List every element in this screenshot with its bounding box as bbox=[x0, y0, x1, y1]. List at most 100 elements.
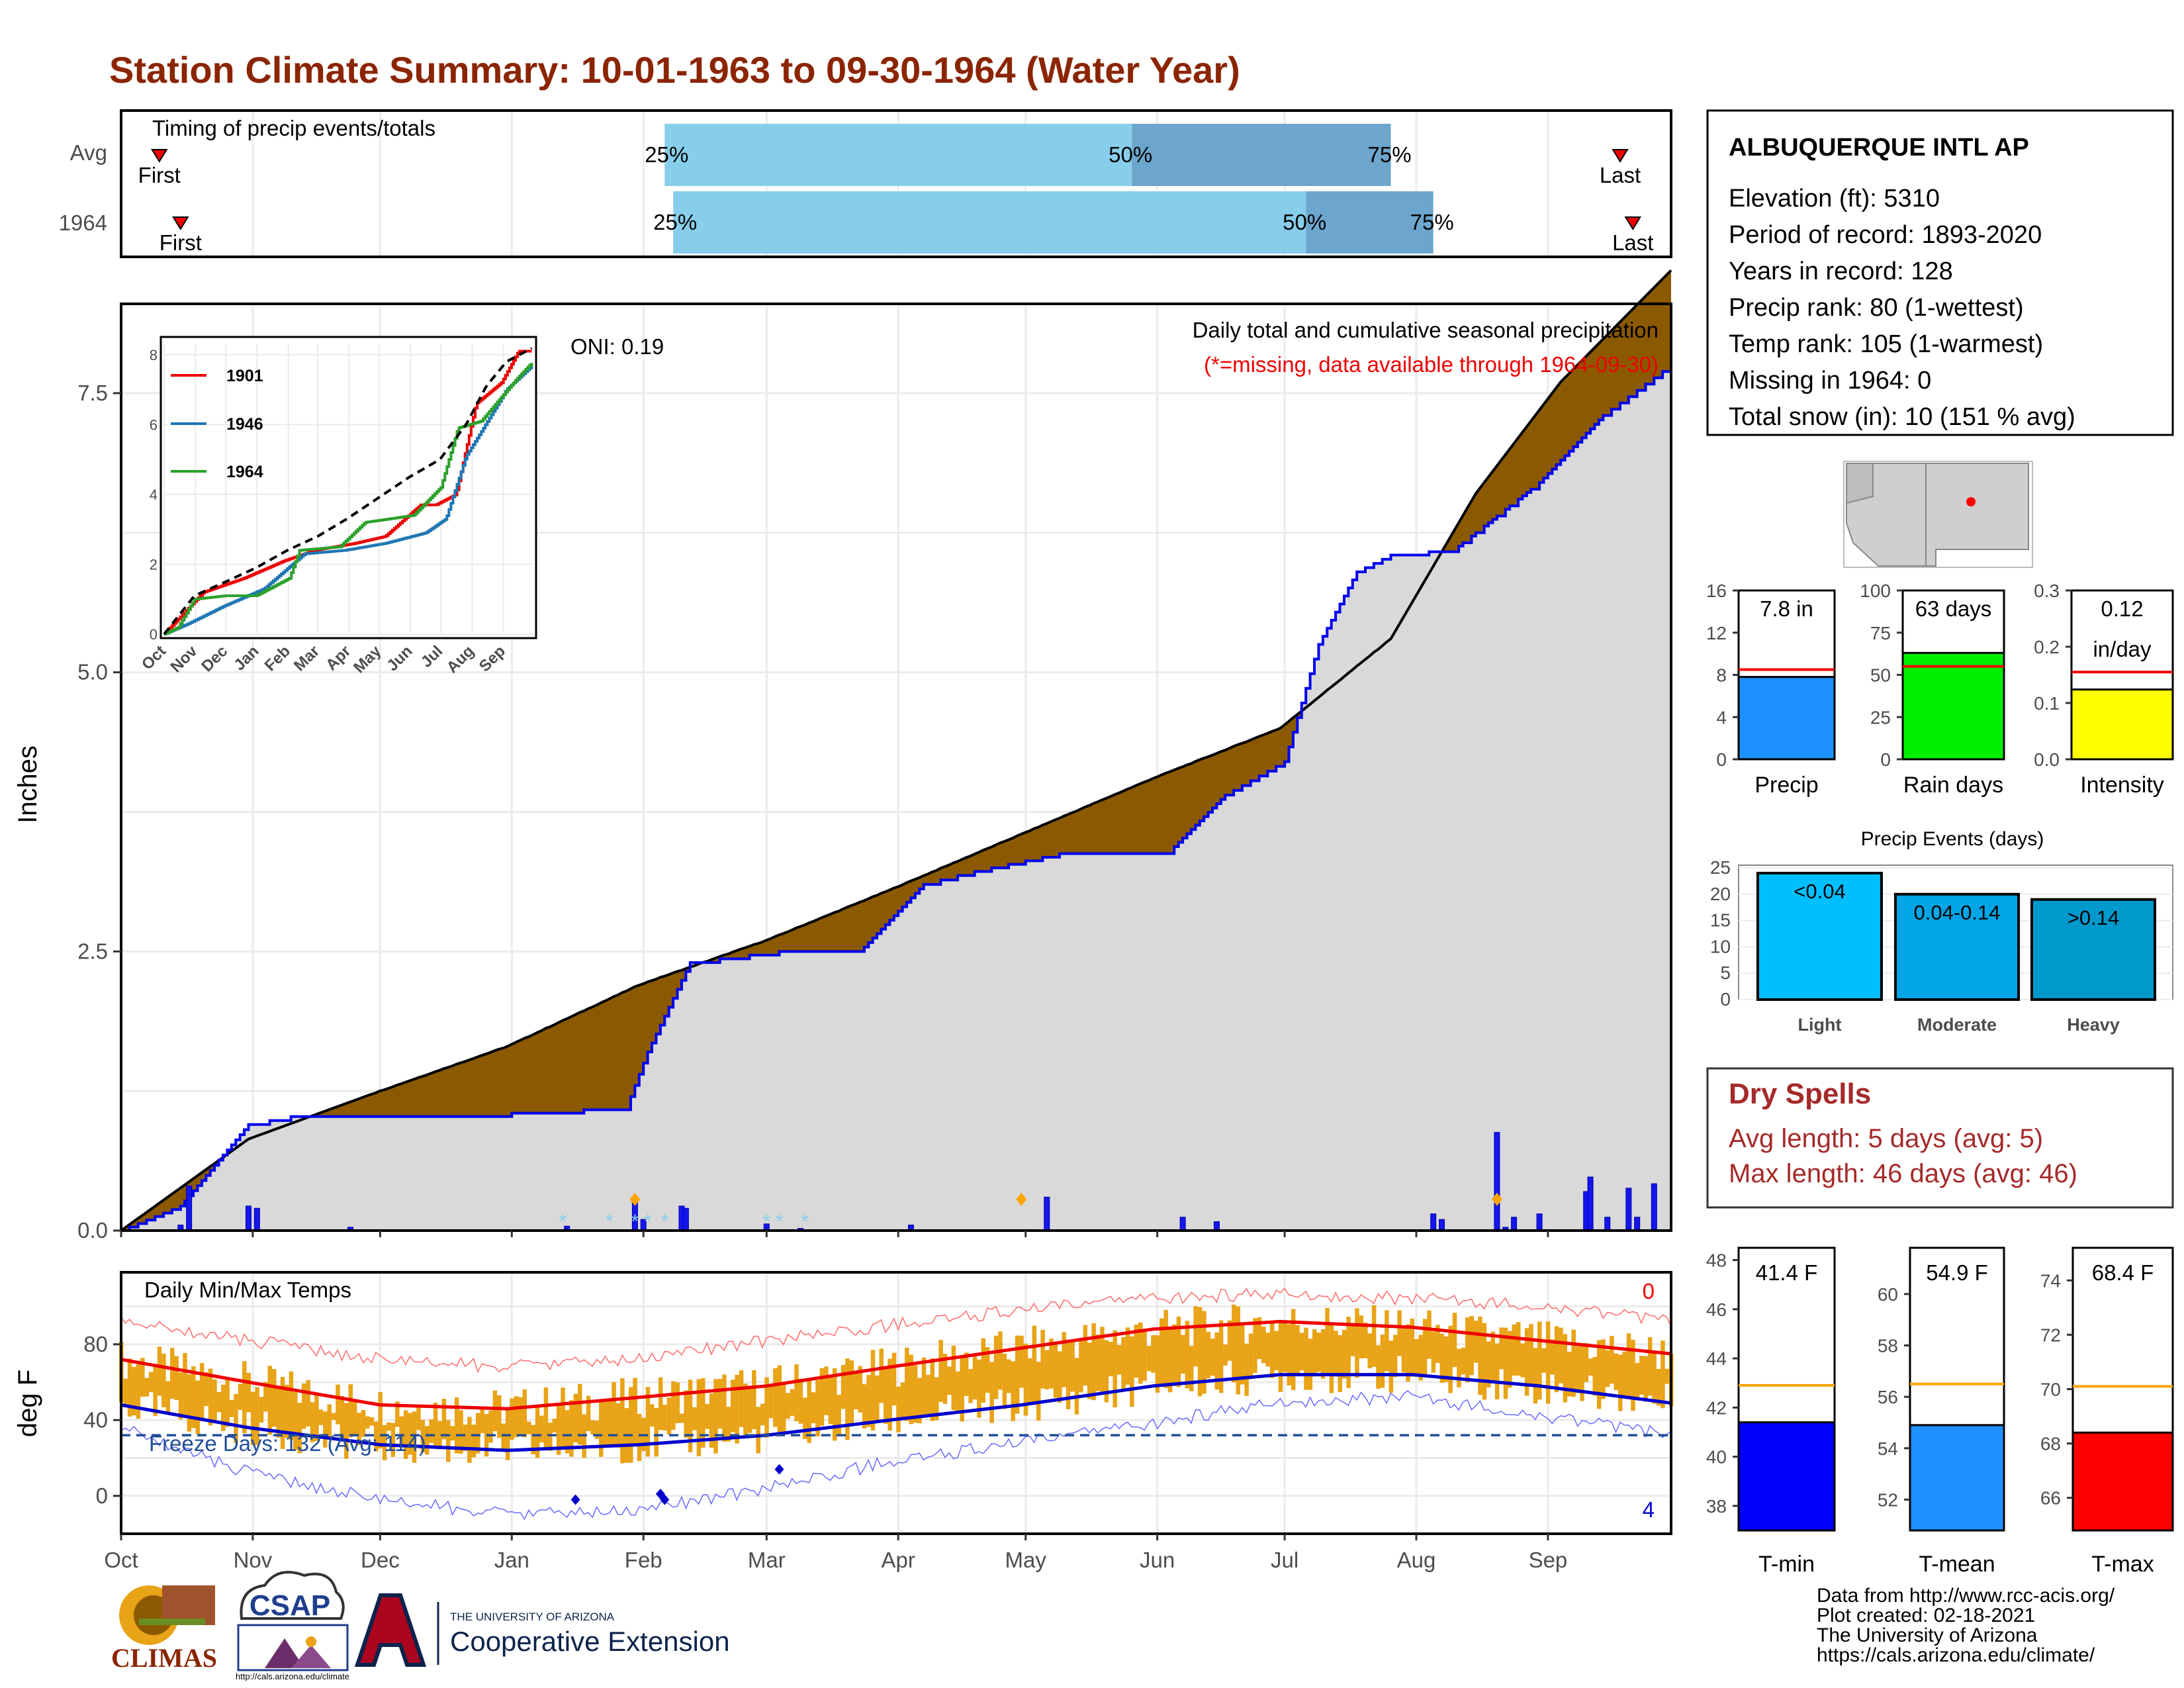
record-high-count: 0 bbox=[1643, 1279, 1655, 1303]
daily-precip-bar bbox=[245, 1205, 251, 1231]
daily-temp-bar bbox=[505, 1407, 510, 1460]
daily-temp-bar bbox=[259, 1397, 264, 1423]
daily-temp-bar bbox=[1100, 1327, 1105, 1395]
daily-temp-bar bbox=[514, 1396, 519, 1438]
daily-temp-bar bbox=[475, 1413, 480, 1454]
dry-spells-title: Dry Spells bbox=[1729, 1078, 1871, 1110]
daily-temp-bar bbox=[1334, 1331, 1338, 1377]
daily-temp-bar bbox=[934, 1377, 939, 1421]
daily-temp-bar bbox=[412, 1411, 417, 1463]
daily-temp-bar bbox=[1087, 1342, 1092, 1399]
daily-temp-bar bbox=[1049, 1338, 1054, 1389]
daily-temp-bar bbox=[331, 1413, 336, 1420]
daily-temp-bar bbox=[599, 1400, 604, 1457]
daily-temp-bar bbox=[531, 1425, 535, 1454]
dry-spells-max: Max length: 46 days (avg: 46) bbox=[1729, 1159, 2077, 1188]
daily-temp-bar bbox=[577, 1383, 582, 1445]
daily-temp-bar bbox=[225, 1378, 230, 1427]
summary-y-tick-label: 12 bbox=[1706, 623, 1727, 643]
daily-temp-bar bbox=[815, 1380, 820, 1436]
daily-temp-bar bbox=[169, 1348, 175, 1399]
daily-temp-bar bbox=[1261, 1327, 1266, 1364]
precip-panel: * * * * * * * * 0.02.55.07.5 Inches Daily total… bbox=[13, 269, 1672, 1243]
daily-temp-bar bbox=[1622, 1351, 1627, 1398]
daily-temp-bar bbox=[1443, 1336, 1449, 1382]
daily-temp-bar bbox=[1278, 1321, 1283, 1392]
daily-temp-bar bbox=[586, 1395, 591, 1431]
daily-temp-bar bbox=[387, 1422, 391, 1431]
inset-series-line bbox=[163, 347, 533, 635]
daily-temp-bar bbox=[1469, 1316, 1474, 1376]
daily-temp-bar bbox=[645, 1387, 651, 1457]
daily-temp-bar bbox=[123, 1378, 128, 1407]
timing-label-75: 75% bbox=[1368, 142, 1412, 167]
daily-temp-bar bbox=[174, 1356, 179, 1400]
daily-temp-bar bbox=[913, 1365, 918, 1423]
precip-y-axis-label: Inches bbox=[13, 745, 42, 823]
daily-temp-bar bbox=[242, 1361, 247, 1434]
daily-temp-bar bbox=[216, 1391, 222, 1413]
daily-temp-bar bbox=[1134, 1324, 1139, 1378]
daily-temp-bar bbox=[352, 1401, 357, 1436]
inset-y-tick-label: 6 bbox=[150, 416, 158, 433]
daily-temp-bar bbox=[590, 1420, 595, 1434]
daily-temp-bar bbox=[1554, 1326, 1559, 1393]
daily-temp-bar bbox=[395, 1401, 400, 1427]
daily-temp-bar bbox=[1584, 1343, 1589, 1382]
page-title: Station Climate Summary: 10-01-1963 to 0… bbox=[109, 49, 1240, 91]
ua-big-text: Cooperative Extension bbox=[450, 1626, 730, 1657]
daily-temp-bar bbox=[1269, 1320, 1275, 1378]
snow-marker: * bbox=[559, 1211, 567, 1233]
snow-marker: * bbox=[762, 1211, 770, 1233]
daily-temp-bar bbox=[709, 1393, 714, 1448]
daily-temp-bar bbox=[153, 1364, 158, 1417]
summary-y-tick-label: 16 bbox=[1706, 581, 1727, 601]
daily-precip-bar bbox=[1651, 1183, 1657, 1231]
daily-temp-bar bbox=[437, 1421, 442, 1450]
first-event-label: First bbox=[159, 230, 202, 255]
daily-temp-bar bbox=[612, 1382, 616, 1445]
month-label: Aug bbox=[1397, 1548, 1436, 1572]
daily-temp-bar bbox=[1210, 1338, 1215, 1376]
daily-temp-bar bbox=[1295, 1325, 1300, 1376]
summary-y-tick-label: 0.3 bbox=[2034, 581, 2060, 601]
record-precip-marker bbox=[1016, 1192, 1027, 1206]
daily-temp-bar bbox=[1376, 1345, 1381, 1389]
daily-temp-bar bbox=[743, 1383, 748, 1437]
daily-temp-bar bbox=[420, 1419, 426, 1452]
daily-temp-bar bbox=[837, 1395, 841, 1436]
oni-value: ONI: 0.19 bbox=[570, 334, 664, 359]
daily-temp-bar bbox=[870, 1350, 876, 1430]
daily-temp-bar bbox=[1647, 1337, 1653, 1396]
timing-label-50: 50% bbox=[1109, 142, 1152, 167]
csap-logo: CSAP http://cals.arizona.edu/climate bbox=[236, 1571, 349, 1681]
daily-temp-bar bbox=[879, 1348, 884, 1403]
daily-temp-bar bbox=[297, 1403, 302, 1454]
daily-temp-bar bbox=[594, 1420, 600, 1439]
daily-temp-bar bbox=[1575, 1346, 1580, 1393]
daily-temp-bar bbox=[522, 1389, 527, 1438]
events-bar-label: Heavy bbox=[2067, 1015, 2120, 1035]
daily-temp-bar bbox=[1482, 1323, 1487, 1400]
inset-y-tick-label: 8 bbox=[150, 347, 158, 363]
summary-value-unit: in/day bbox=[2093, 637, 2152, 661]
daily-temp-bar bbox=[921, 1357, 927, 1415]
daily-temp-bar bbox=[492, 1390, 498, 1432]
daily-temp-bar bbox=[1299, 1333, 1304, 1371]
temp-summary-y-tick-label: 48 bbox=[1706, 1250, 1727, 1271]
timing-label-25: 25% bbox=[653, 210, 697, 234]
daily-temp-bar bbox=[981, 1338, 986, 1403]
daily-temp-bar bbox=[1329, 1322, 1334, 1393]
daily-temp-bar bbox=[157, 1346, 162, 1396]
daily-temp-bar bbox=[620, 1378, 625, 1464]
daily-temp-bar bbox=[229, 1399, 234, 1417]
daily-temp-bar bbox=[1070, 1340, 1075, 1392]
daily-temp-bar bbox=[1074, 1358, 1079, 1415]
daily-temp-bar bbox=[1019, 1335, 1024, 1388]
daily-temp-bar bbox=[1465, 1317, 1470, 1383]
daily-temp-bar bbox=[1486, 1341, 1491, 1387]
inset-legend-label: 1901 bbox=[226, 367, 263, 385]
daily-temp-bar bbox=[1380, 1335, 1385, 1388]
month-label: Mar bbox=[748, 1548, 786, 1572]
